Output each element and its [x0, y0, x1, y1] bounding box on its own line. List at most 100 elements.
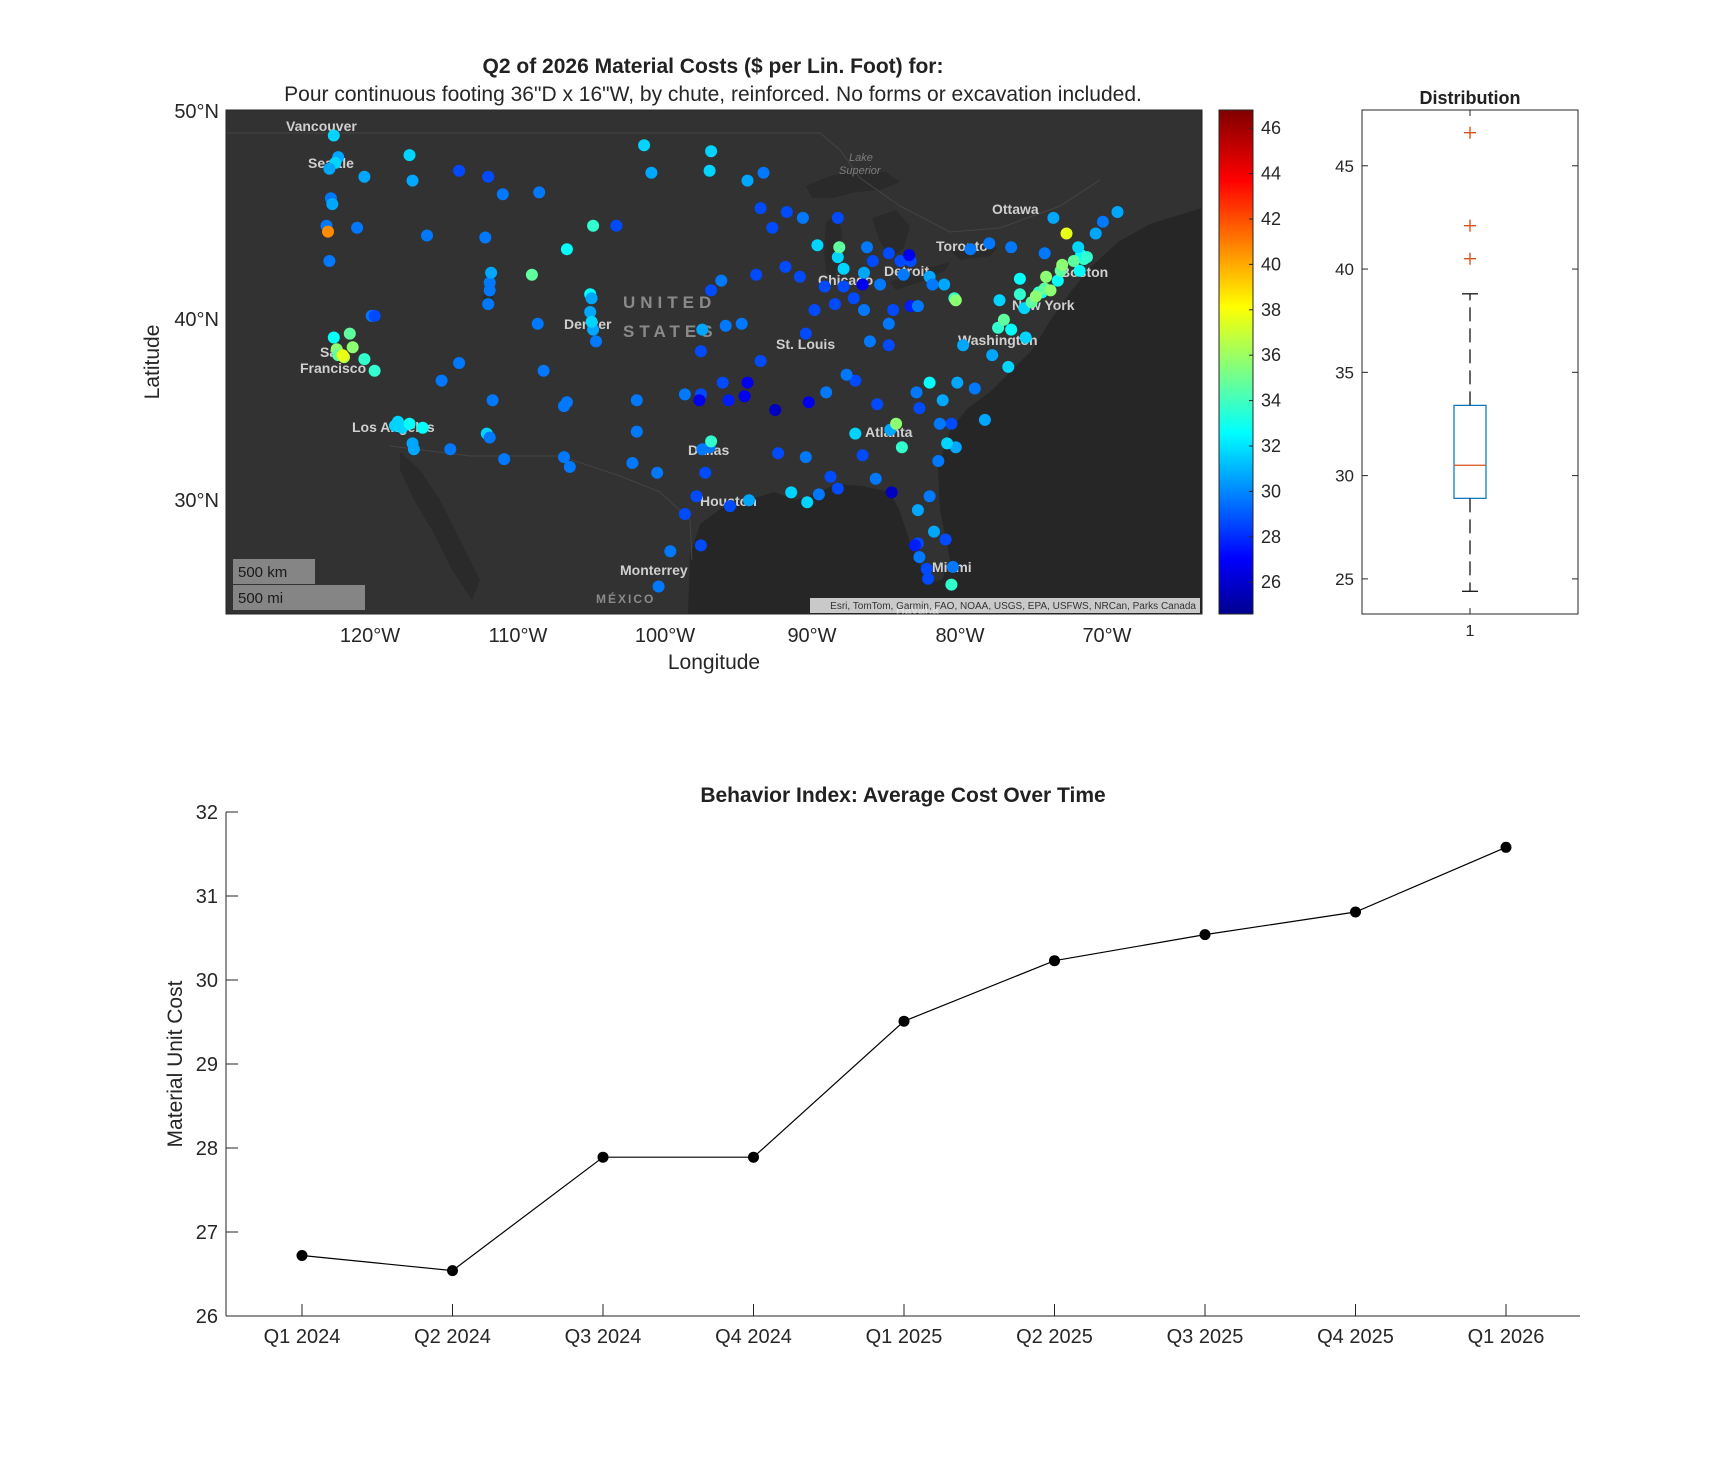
- map-data-point: [928, 525, 940, 538]
- map-data-point: [1040, 270, 1053, 283]
- map-data-point: [801, 496, 814, 509]
- line-x-tick-label: Q2 2024: [414, 1326, 491, 1348]
- map-x-tick: 70°W: [1082, 625, 1131, 647]
- map-data-point: [322, 225, 334, 238]
- distribution-tick-label: 30: [1335, 467, 1354, 486]
- map-data-point: [920, 562, 933, 575]
- map-data-point: [1013, 288, 1026, 301]
- map-data-point: [882, 247, 895, 260]
- map-data-point: [861, 241, 873, 254]
- box-outlier: [1464, 219, 1476, 232]
- label-lake-1: Lake: [849, 152, 873, 164]
- line-data-point: [898, 1015, 910, 1027]
- map-data-point: [483, 431, 496, 444]
- colorbar-tick-label: 44: [1261, 164, 1281, 184]
- map-data-point: [1005, 323, 1018, 336]
- map-data-point: [799, 327, 812, 340]
- line-y-tick-label: 29: [196, 1054, 218, 1076]
- map-data-point: [610, 219, 623, 232]
- map-data-point: [735, 317, 748, 330]
- map-data-point: [738, 390, 751, 403]
- map-subtitle: Pour continuous footing 36"D x 16"W, by …: [284, 83, 1142, 106]
- map-data-point: [1111, 206, 1124, 218]
- map-data-point: [793, 270, 806, 283]
- map-data-point: [831, 211, 844, 224]
- map-data-point: [630, 425, 643, 438]
- scale-bar: 500 km 500 mi: [233, 559, 365, 610]
- map-data-point: [722, 394, 735, 407]
- map-data-point: [909, 539, 921, 552]
- line-x-tick-label: Q1 2026: [1468, 1326, 1545, 1348]
- map-data-point: [941, 437, 954, 450]
- map-data-point: [837, 262, 850, 275]
- map-data-point: [1096, 215, 1109, 228]
- map-data-point: [951, 376, 964, 389]
- line-data-point: [1500, 841, 1512, 853]
- map-data-point: [811, 239, 824, 252]
- map-data-point: [750, 268, 763, 281]
- map-data-point: [964, 243, 977, 256]
- label-states: STATES: [623, 322, 718, 341]
- map-data-point: [346, 341, 359, 354]
- map-points: [320, 129, 1124, 593]
- label-ottawa: Ottawa: [992, 201, 1039, 217]
- map-data-point: [932, 455, 945, 467]
- map-data-point: [1047, 211, 1060, 224]
- line-chart-x-ticks: Q1 2024 Q2 2024 Q3 2024 Q4 2024 Q1 2025 Q2 20…: [264, 1304, 1545, 1348]
- map-data-point: [525, 268, 538, 281]
- map-data-point: [558, 400, 570, 413]
- map-data-point: [590, 335, 602, 348]
- map-title: Q2 of 2026 Material Costs ($ per Lin. Fo…: [483, 55, 944, 78]
- map-data-point: [358, 170, 371, 183]
- scale-bar-km: 500 km: [238, 564, 287, 581]
- map-data-point: [796, 211, 809, 224]
- map-data-point: [699, 466, 712, 479]
- map-data-point: [323, 162, 336, 175]
- map-data-point: [1060, 227, 1073, 240]
- scale-bar-km-box: [233, 559, 315, 584]
- distribution-tick-label: 45: [1335, 157, 1354, 176]
- map-data-point: [563, 460, 576, 473]
- map-data-point: [1080, 251, 1093, 264]
- map-data-point: [983, 237, 996, 250]
- map-data-point: [1089, 227, 1102, 240]
- map-data-point: [336, 349, 349, 362]
- map-data-point: [715, 274, 728, 287]
- map-data-point: [483, 284, 496, 297]
- map-y-tick: 30°N: [174, 490, 219, 512]
- map-data-point: [435, 374, 448, 387]
- map-data-point: [910, 386, 923, 399]
- map-data-point: [828, 298, 841, 311]
- map-data-point: [1051, 274, 1064, 287]
- map-data-point: [757, 166, 770, 179]
- map-data-point: [885, 486, 898, 499]
- colorbar-tick-label: 46: [1261, 118, 1281, 138]
- map-data-point: [882, 317, 895, 330]
- map-data-point: [939, 533, 952, 546]
- label-toronto: Toronto: [936, 238, 988, 254]
- map-data-point: [323, 255, 336, 267]
- map-data-point: [933, 417, 946, 430]
- map-data-point: [705, 435, 718, 448]
- map-data-point: [652, 580, 665, 593]
- map-data-point: [780, 206, 793, 218]
- map-data-point: [696, 323, 709, 336]
- map-data-point: [922, 572, 935, 585]
- map-data-point: [1067, 255, 1080, 267]
- map-attribution: Esri, TomTom, Garmin, FAO, NOAA, USGS, E…: [830, 601, 1196, 612]
- map-data-point: [651, 466, 664, 479]
- label-united: UNITED: [623, 293, 716, 312]
- map-data-point: [923, 376, 936, 389]
- map-data-point: [936, 394, 949, 407]
- map-data-point: [724, 500, 736, 513]
- colorbar: [1218, 109, 1254, 615]
- map-data-point: [1013, 272, 1026, 285]
- map-data-point: [741, 174, 754, 187]
- map-data-point: [351, 221, 364, 234]
- map-data-point: [358, 353, 371, 366]
- colorbar-tick-label: 42: [1261, 209, 1281, 229]
- label-monterrey: Monterrey: [620, 562, 688, 578]
- map-x-tick: 80°W: [935, 625, 984, 647]
- map-data-point: [856, 278, 869, 291]
- map-data-point: [406, 174, 419, 187]
